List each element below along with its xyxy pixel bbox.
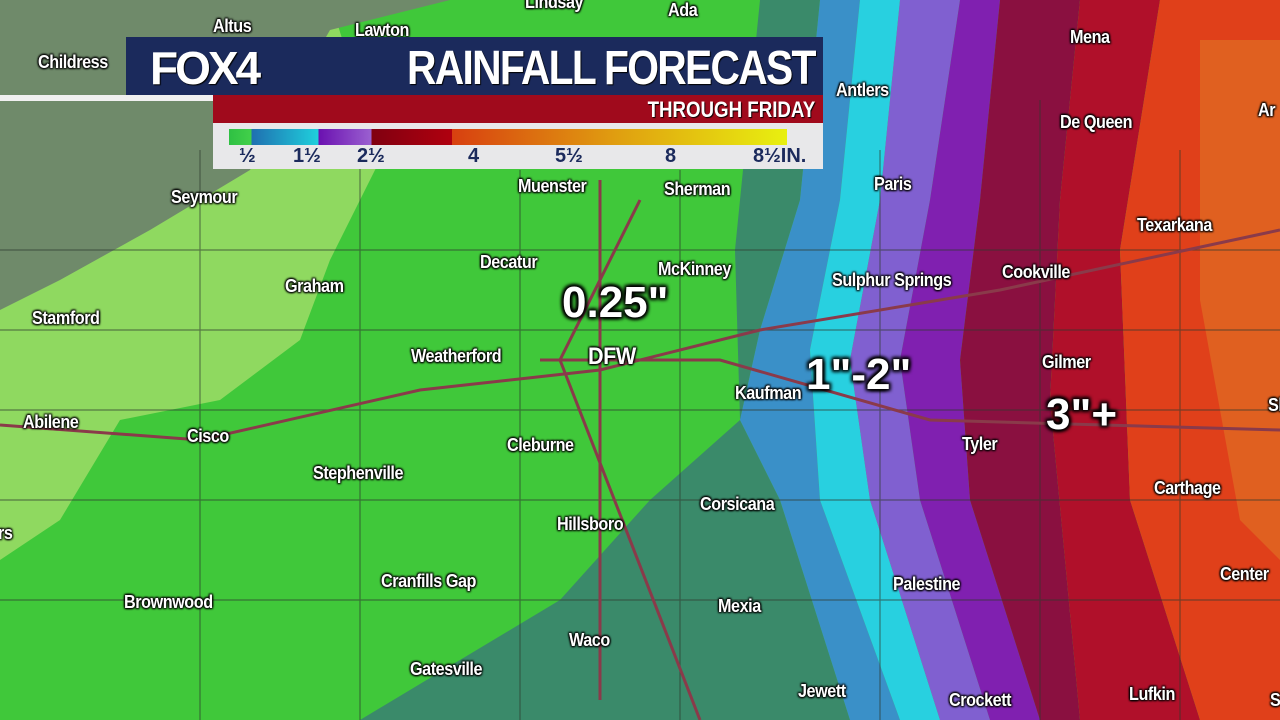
city-label: De Queen bbox=[1060, 112, 1133, 132]
city-label: Stephenville bbox=[313, 463, 404, 483]
city-label: Lufkin bbox=[1129, 684, 1175, 704]
city-label: McKinney bbox=[658, 259, 731, 279]
city-label: Mena bbox=[1070, 27, 1110, 47]
city-label: Ada bbox=[668, 0, 698, 20]
city-label: Lawton bbox=[355, 20, 409, 40]
city-label: Shr bbox=[1268, 395, 1280, 415]
legend-tick: 5½ bbox=[555, 145, 583, 167]
city-label: Childress bbox=[38, 52, 108, 72]
city-label: Ar bbox=[1258, 100, 1276, 120]
city-label: Sherman bbox=[664, 179, 731, 199]
subtitle-bar: THROUGH FRIDAY bbox=[213, 95, 823, 123]
city-label: Gatesville bbox=[410, 659, 483, 679]
city-label: Stamford bbox=[32, 308, 100, 328]
amount-label-east: 1"-2" bbox=[806, 350, 912, 399]
legend-tick: 2½ bbox=[357, 145, 385, 167]
city-label: Cisco bbox=[187, 426, 229, 446]
city-label: rs bbox=[0, 523, 13, 543]
fox4-logo: FOX4 bbox=[150, 42, 261, 94]
city-label: Seymour bbox=[171, 187, 238, 207]
city-label: Hillsboro bbox=[557, 514, 624, 534]
city-label: Texarkana bbox=[1137, 215, 1212, 235]
city-label: Sulphur Springs bbox=[832, 270, 952, 290]
city-label: DFW bbox=[588, 343, 636, 370]
city-label: Cranfills Gap bbox=[381, 571, 476, 591]
city-label: Graham bbox=[285, 276, 344, 296]
city-label: Altus bbox=[213, 16, 252, 36]
rainfall-legend: ½ 1½ 2½ 4 5½ 8 8½IN. bbox=[213, 123, 823, 169]
page-title: RAINFALL FORECAST bbox=[407, 42, 817, 95]
city-label: Waco bbox=[569, 630, 610, 650]
city-label: Paris bbox=[874, 174, 912, 194]
teal-band bbox=[360, 0, 850, 720]
city-label: Corsicana bbox=[700, 494, 775, 514]
city-label: Center bbox=[1220, 564, 1269, 584]
city-label: Antlers bbox=[836, 80, 889, 100]
city-label: S bbox=[1270, 690, 1280, 710]
city-label: Brownwood bbox=[124, 592, 213, 612]
city-label: Mexia bbox=[718, 596, 761, 616]
city-label: Tyler bbox=[962, 434, 998, 454]
legend-tick: 4 bbox=[468, 145, 480, 167]
legend-tick: ½ bbox=[239, 145, 256, 167]
city-label: Crockett bbox=[949, 690, 1012, 710]
legend-tick: 8 bbox=[665, 145, 677, 167]
legend-tick: 1½ bbox=[293, 145, 321, 167]
city-label: Gilmer bbox=[1042, 352, 1091, 372]
city-label: Carthage bbox=[1154, 478, 1221, 498]
legend-tick: 8½IN. bbox=[753, 145, 807, 167]
city-label: Muenster bbox=[518, 176, 587, 196]
city-label: Jewett bbox=[798, 681, 846, 701]
subtitle: THROUGH FRIDAY bbox=[647, 97, 815, 122]
city-label: Lindsay bbox=[525, 0, 584, 12]
title-bar: FOX4 RAINFALL FORECAST bbox=[126, 37, 823, 95]
legend-color-scale bbox=[229, 129, 787, 145]
divider-line bbox=[0, 95, 213, 101]
city-label: Decatur bbox=[480, 252, 538, 272]
city-label: Weatherford bbox=[411, 346, 502, 366]
amount-label-far-east: 3"+ bbox=[1046, 390, 1118, 439]
city-label: Cleburne bbox=[507, 435, 574, 455]
city-label: Cookville bbox=[1002, 262, 1070, 282]
amount-label-dfw: 0.25" bbox=[562, 278, 669, 327]
city-label: Palestine bbox=[893, 574, 961, 594]
city-label: Kaufman bbox=[735, 383, 802, 403]
city-label: Abilene bbox=[23, 412, 79, 432]
